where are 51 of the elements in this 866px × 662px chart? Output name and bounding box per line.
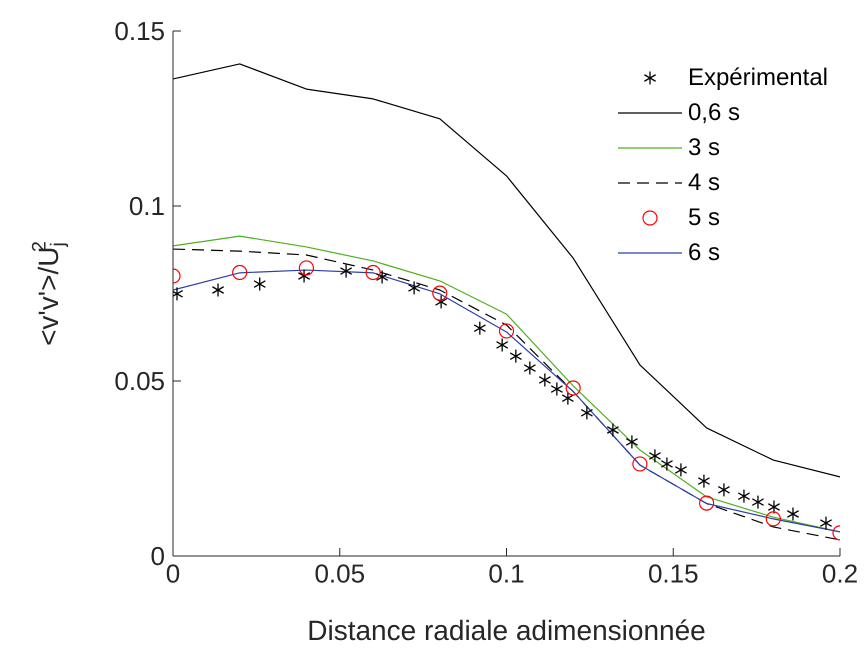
point — [510, 349, 522, 364]
point — [768, 500, 780, 514]
point — [340, 264, 352, 278]
point — [698, 474, 710, 488]
point — [626, 434, 638, 450]
legend-label: Expérimental — [688, 63, 828, 93]
point — [496, 338, 508, 352]
point — [752, 494, 764, 510]
line-series — [173, 63, 840, 478]
legend-label: 3 s — [688, 133, 720, 163]
point — [699, 496, 714, 511]
legend-label: 0,6 s — [688, 98, 740, 128]
point — [212, 282, 224, 298]
y-tick-label: 0.15 — [114, 16, 165, 46]
point — [674, 462, 688, 478]
point — [432, 286, 448, 301]
point — [580, 406, 594, 420]
legend-label: 4 s — [688, 168, 720, 198]
point — [298, 268, 310, 284]
point — [253, 276, 266, 292]
point — [550, 382, 564, 396]
point — [738, 489, 750, 504]
point — [232, 264, 248, 280]
point — [498, 323, 514, 339]
point — [434, 294, 448, 310]
point — [820, 516, 832, 530]
x-tick-label: 0.1 — [488, 558, 525, 588]
point — [660, 456, 674, 472]
y-tick-label: 0.1 — [128, 191, 165, 222]
point — [606, 422, 620, 438]
point — [524, 360, 536, 376]
point — [376, 270, 388, 284]
point — [766, 511, 781, 526]
point — [408, 280, 420, 296]
point — [632, 456, 648, 472]
x-axis-title: Distance radiale adimensionnée — [307, 615, 706, 646]
point — [562, 391, 574, 406]
y-tick-label: 0.05 — [114, 366, 165, 396]
x-tick-label: 0.15 — [648, 558, 699, 588]
point — [786, 506, 800, 522]
x-tick-label: 0.05 — [314, 558, 366, 588]
point — [298, 260, 314, 276]
point — [648, 448, 662, 464]
point — [366, 264, 381, 280]
x-tick-label: 0.2 — [822, 558, 858, 588]
point — [538, 372, 552, 388]
legend-label: 5 s — [688, 203, 720, 233]
point — [474, 321, 486, 336]
point — [566, 380, 581, 396]
point — [718, 482, 730, 497]
legend-label: 6 s — [688, 238, 720, 268]
